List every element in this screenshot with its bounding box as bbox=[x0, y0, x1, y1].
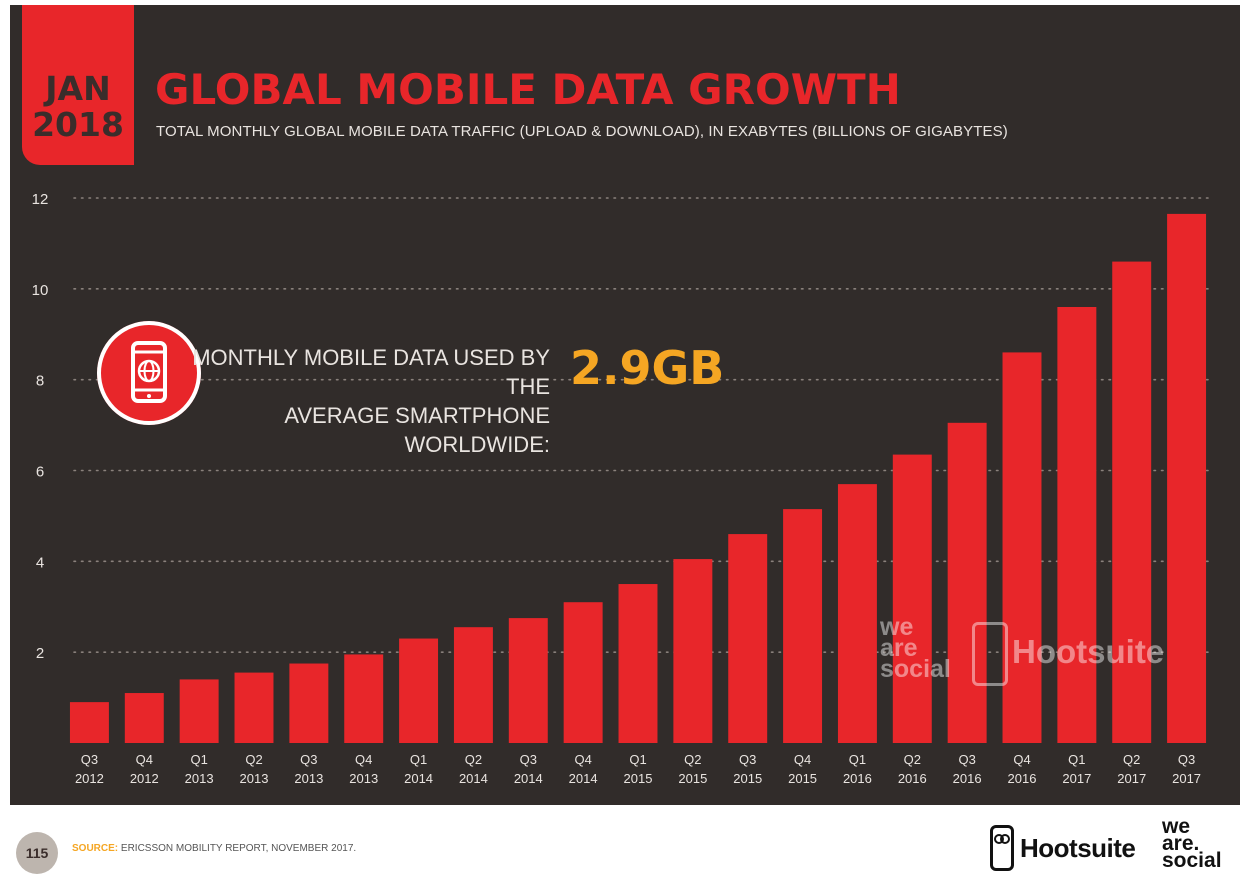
x-tick-year: 2013 bbox=[349, 771, 378, 786]
y-tick-label: 2 bbox=[36, 645, 44, 662]
source-note: SOURCE: ERICSSON MOBILITY REPORT, NOVEMB… bbox=[72, 843, 356, 854]
x-tick-year: 2014 bbox=[514, 771, 543, 786]
x-tick-year: 2017 bbox=[1062, 771, 1091, 786]
x-tick-quarter: Q3 bbox=[81, 752, 98, 767]
x-tick-year: 2013 bbox=[240, 771, 269, 786]
bar bbox=[234, 672, 274, 743]
x-tick-year: 2017 bbox=[1172, 771, 1201, 786]
y-tick-label: 10 bbox=[32, 282, 49, 299]
wearesocial-logo: we are. social bbox=[1162, 815, 1222, 872]
x-tick-quarter: Q2 bbox=[245, 752, 262, 767]
slide: JAN 2018 GLOBAL MOBILE DATA GROWTH TOTAL… bbox=[10, 5, 1240, 880]
bar bbox=[947, 422, 987, 743]
x-tick-quarter: Q3 bbox=[300, 752, 317, 767]
callout-label: MONTHLY MOBILE DATA USED BY THE AVERAGE … bbox=[192, 345, 550, 457]
owl-watermark-icon bbox=[972, 622, 1008, 686]
bar bbox=[453, 627, 493, 743]
y-tick-label: 4 bbox=[36, 554, 44, 571]
x-tick-quarter: Q2 bbox=[1123, 752, 1140, 767]
page-subtitle: TOTAL MONTHLY GLOBAL MOBILE DATA TRAFFIC… bbox=[156, 123, 1008, 140]
x-tick-year: 2016 bbox=[953, 771, 982, 786]
bar bbox=[783, 509, 823, 743]
x-tick-year: 2014 bbox=[459, 771, 488, 786]
x-tick-year: 2012 bbox=[130, 771, 159, 786]
x-tick-year: 2013 bbox=[294, 771, 323, 786]
x-tick-quarter: Q1 bbox=[629, 752, 646, 767]
x-tick-quarter: Q4 bbox=[1013, 752, 1030, 767]
bars bbox=[69, 213, 1207, 744]
bar bbox=[618, 584, 658, 743]
x-tick-year: 2013 bbox=[185, 771, 214, 786]
y-axis-ticks: 2 4 6 8 10 12 bbox=[32, 191, 49, 662]
bar bbox=[1167, 213, 1207, 744]
x-tick-quarter: Q4 bbox=[574, 752, 591, 767]
x-tick-year: 2016 bbox=[1008, 771, 1037, 786]
x-tick-quarter: Q3 bbox=[1178, 752, 1195, 767]
x-tick-quarter: Q2 bbox=[465, 752, 482, 767]
bar bbox=[1112, 261, 1152, 743]
x-tick-quarter: Q1 bbox=[410, 752, 427, 767]
page-number: 115 bbox=[16, 832, 58, 874]
bar bbox=[892, 454, 932, 743]
bar bbox=[399, 638, 439, 743]
x-tick-quarter: Q3 bbox=[520, 752, 537, 767]
y-tick-label: 12 bbox=[32, 191, 49, 208]
bar bbox=[124, 693, 164, 743]
date-year: 2018 bbox=[32, 105, 124, 144]
x-tick-quarter: Q4 bbox=[136, 752, 153, 767]
source-label: SOURCE: bbox=[72, 843, 119, 854]
bar bbox=[837, 484, 877, 743]
bar bbox=[69, 702, 109, 743]
hootsuite-watermark: Hootsuite bbox=[1012, 633, 1165, 670]
bar bbox=[289, 663, 329, 743]
bar bbox=[1057, 307, 1097, 743]
x-tick-year: 2014 bbox=[569, 771, 598, 786]
date-month: JAN bbox=[45, 69, 111, 108]
x-tick-quarter: Q2 bbox=[684, 752, 701, 767]
x-tick-year: 2015 bbox=[624, 771, 653, 786]
bar bbox=[344, 654, 384, 743]
smartphone-globe-icon bbox=[97, 321, 201, 425]
x-tick-quarter: Q3 bbox=[958, 752, 975, 767]
hootsuite-logo: Hootsuite bbox=[990, 823, 1136, 873]
page-title: GLOBAL MOBILE DATA GROWTH bbox=[155, 65, 901, 114]
source-text: ERICSSON MOBILITY REPORT, NOVEMBER 2017. bbox=[120, 843, 357, 854]
bar bbox=[1002, 352, 1042, 743]
bar bbox=[179, 679, 219, 743]
x-tick-year: 2014 bbox=[404, 771, 433, 786]
footer bbox=[10, 805, 1240, 889]
hootsuite-logo-text: Hootsuite bbox=[1020, 832, 1136, 863]
y-tick-label: 8 bbox=[36, 373, 44, 390]
x-tick-quarter: Q3 bbox=[739, 752, 756, 767]
x-tick-quarter: Q4 bbox=[355, 752, 372, 767]
x-tick-year: 2016 bbox=[898, 771, 927, 786]
x-tick-year: 2015 bbox=[678, 771, 707, 786]
x-tick-quarter: Q1 bbox=[190, 752, 207, 767]
owl-icon bbox=[990, 825, 1014, 871]
bar bbox=[728, 534, 768, 743]
wearesocial-watermark: we are social bbox=[880, 613, 951, 683]
bar bbox=[508, 618, 548, 743]
x-tick-year: 2015 bbox=[733, 771, 762, 786]
bar bbox=[673, 559, 713, 743]
x-tick-year: 2015 bbox=[788, 771, 817, 786]
x-tick-quarter: Q4 bbox=[794, 752, 811, 767]
x-tick-quarter: Q1 bbox=[849, 752, 866, 767]
bar bbox=[563, 602, 603, 743]
x-tick-year: 2016 bbox=[843, 771, 872, 786]
callout-value: 2.9GB bbox=[570, 341, 725, 395]
x-axis-ticks: Q3 2012 Q4 2012 Q1 2013 Q2 2013 Q3 2013 Q4 2013 Q1 20… bbox=[75, 752, 1201, 786]
date-badge: JAN 2018 bbox=[22, 5, 134, 165]
x-tick-year: 2017 bbox=[1117, 771, 1146, 786]
x-tick-quarter: Q1 bbox=[1068, 752, 1085, 767]
x-tick-year: 2012 bbox=[75, 771, 104, 786]
x-tick-quarter: Q2 bbox=[904, 752, 921, 767]
y-tick-label: 6 bbox=[36, 464, 44, 481]
